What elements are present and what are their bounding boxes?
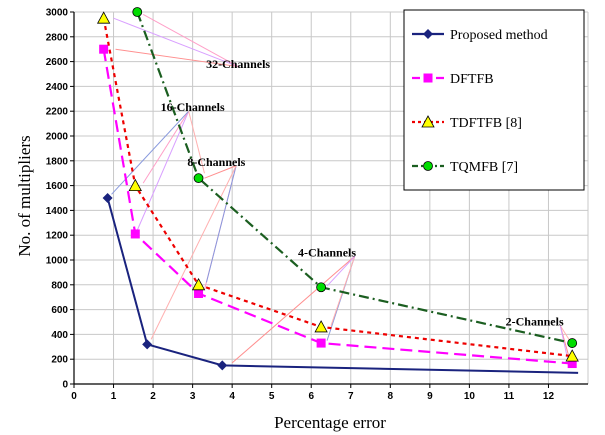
- y-tick-label: 2600: [46, 57, 69, 68]
- annotation-arrows: [111, 14, 571, 364]
- data-point: [128, 178, 142, 192]
- annotation-arrow: [326, 255, 356, 287]
- x-axis-title: Percentage error: [274, 413, 386, 432]
- legend-label: Proposed method: [450, 28, 548, 43]
- annotation-arrow: [115, 48, 239, 68]
- legend-label: TQMFB [7]: [450, 160, 518, 175]
- series-dftfb: [99, 44, 577, 369]
- x-tick-label: 5: [269, 391, 275, 402]
- annotation-label: 32-Channels: [206, 57, 270, 71]
- legend-marker: [423, 161, 433, 171]
- y-tick-label: 1800: [46, 156, 69, 167]
- y-tick-label: 3000: [46, 8, 69, 19]
- data-point: [102, 193, 113, 203]
- x-tick-label: 7: [348, 391, 354, 402]
- y-tick-label: 2800: [46, 32, 69, 43]
- data-point: [565, 349, 579, 362]
- x-tick-label: 2: [150, 391, 156, 402]
- annotation-arrow: [150, 165, 237, 340]
- annotation-label: 16-Channels: [161, 100, 225, 114]
- legend-marker: [421, 115, 435, 128]
- legend-label: TDFTFB [8]: [450, 116, 522, 131]
- y-tick-label: 400: [51, 330, 68, 341]
- data-point: [191, 277, 206, 291]
- legend-entry: Proposed method: [412, 28, 548, 43]
- series-line: [136, 11, 573, 345]
- x-tick-label: 1: [111, 391, 117, 402]
- series-layer: [96, 7, 579, 374]
- annotation-arrow: [205, 165, 237, 283]
- annotation-arrow: [113, 17, 239, 68]
- x-tick-label: 12: [543, 391, 555, 402]
- legend-entry: TDFTFB [8]: [412, 115, 522, 131]
- y-tick-label: 2000: [46, 132, 69, 143]
- y-tick-label: 2200: [46, 107, 69, 118]
- y-tick-label: 0: [62, 380, 68, 391]
- data-point: [567, 359, 577, 369]
- data-point: [567, 338, 578, 348]
- series-line: [106, 197, 579, 374]
- data-point: [132, 7, 143, 17]
- x-tick-label: 9: [427, 391, 433, 402]
- legend-marker: [423, 29, 433, 39]
- series-tdftfb-8: [96, 11, 579, 362]
- annotation-arrow: [559, 325, 571, 342]
- x-tick-label: 3: [190, 391, 196, 402]
- x-tick-label: 10: [464, 391, 476, 402]
- data-point: [96, 11, 111, 24]
- legend-marker: [423, 73, 433, 83]
- y-axis-title: No. of multipliers: [15, 135, 34, 256]
- annotation-arrow: [188, 111, 205, 174]
- legend-box: [403, 9, 585, 191]
- y-tick-label: 600: [51, 305, 68, 316]
- legend: Proposed method DFTFB TDFTFB [8] TQMFB [7]: [403, 9, 585, 191]
- legend-entry: TQMFB [7]: [412, 160, 518, 175]
- x-tick-label: 11: [504, 391, 515, 402]
- y-tick-label: 200: [51, 355, 68, 366]
- axes: 0 200 400 600 800 1000 1200 1400 1600 1800 2000 220…: [46, 8, 588, 402]
- y-tick-label: 800: [51, 280, 68, 291]
- data-point: [193, 173, 204, 184]
- x-tick-label: 8: [388, 391, 394, 402]
- y-tick-label: 1400: [46, 206, 69, 217]
- data-point: [316, 282, 327, 293]
- x-tick-label: 6: [308, 391, 314, 402]
- y-tick-label: 1000: [46, 256, 69, 267]
- annotations: 32-Channels 16-Channels 8-Channels 4-Channe…: [161, 57, 564, 329]
- legend-entry: DFTFB: [412, 72, 494, 87]
- data-point: [217, 360, 228, 371]
- data-point: [316, 338, 326, 348]
- y-tick-label: 2400: [46, 82, 69, 93]
- annotation-label: 2-Channels: [506, 315, 564, 329]
- data-point: [194, 288, 204, 298]
- annotation-arrow: [142, 14, 239, 67]
- annotation-arrow: [231, 255, 356, 364]
- x-tick-label: 0: [71, 391, 77, 402]
- data-point: [99, 44, 109, 54]
- y-tick-label: 1200: [46, 231, 69, 242]
- annotation-label: 8-Channels: [187, 155, 245, 169]
- legend-label: DFTFB: [450, 72, 494, 87]
- annotation-label: 4-Channels: [298, 245, 356, 259]
- series-tqmfb-7: [132, 7, 578, 348]
- data-point: [142, 339, 153, 350]
- y-tick-label: 1600: [46, 181, 69, 192]
- x-tick-label: 4: [229, 391, 235, 402]
- annotation-arrow: [204, 165, 237, 179]
- data-point: [130, 229, 140, 239]
- data-point: [314, 320, 328, 333]
- annotation-arrow: [111, 110, 190, 195]
- annotation-arrow: [142, 110, 190, 184]
- series-proposed-method: [102, 193, 579, 374]
